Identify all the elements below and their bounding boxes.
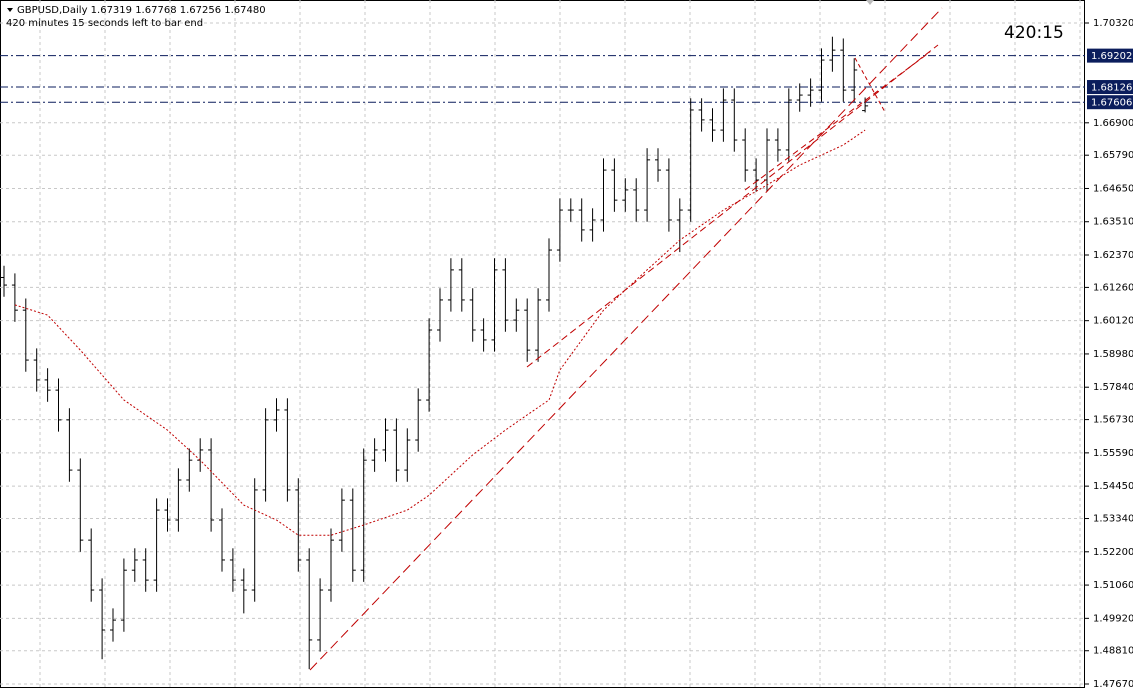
trend-line	[309, 7, 943, 671]
trend-line	[526, 44, 939, 368]
level-label-box	[1087, 48, 1133, 63]
level-label: 1.68126	[1091, 83, 1132, 94]
level-label: 1.69202	[1091, 51, 1132, 62]
y-tick-label: 1.70320	[1093, 18, 1133, 29]
y-tick-label: 1.48810	[1093, 646, 1133, 657]
y-tick-label: 1.49920	[1093, 613, 1133, 624]
trend-line	[854, 57, 886, 113]
y-tick-label: 1.58980	[1093, 349, 1133, 360]
menu-arrow	[7, 8, 13, 12]
y-tick-label: 1.66900	[1093, 118, 1133, 129]
moving-average	[14, 129, 866, 536]
level-label-box	[1087, 95, 1133, 110]
level-label: 1.67606	[1091, 98, 1132, 109]
bars	[1, 36, 869, 670]
trend-line	[744, 51, 931, 191]
chart-title: GBPUSD,Daily 1.67319 1.67768 1.67256 1.6…	[17, 5, 266, 16]
y-tick-label: 1.53340	[1093, 514, 1133, 525]
y-tick-label: 1.52200	[1093, 547, 1133, 558]
price-axis: 1.70320 1.66900 1.65790 1.64650 1.63510 1.623…	[1085, 18, 1133, 688]
plot-frame	[0, 0, 1085, 688]
y-tick-label: 1.54450	[1093, 481, 1133, 492]
y-tick-label: 1.51060	[1093, 580, 1133, 591]
y-tick-label: 1.65790	[1093, 150, 1133, 161]
y-tick-label: 1.47670	[1093, 679, 1133, 688]
shift-marker	[866, 0, 874, 5]
bar-timer-text: 420 minutes 15 seconds left to bar end	[6, 18, 203, 29]
y-tick-label: 1.55590	[1093, 448, 1133, 459]
level-label-box	[1087, 80, 1133, 95]
levels	[0, 55, 1085, 103]
y-tick-label: 1.60120	[1093, 316, 1133, 327]
bar-timer: 420:15	[1004, 23, 1064, 43]
y-tick-label: 1.63510	[1093, 217, 1133, 228]
y-tick-label: 1.62370	[1093, 250, 1133, 261]
y-tick-label: 1.64650	[1093, 183, 1133, 194]
y-tick-label: 1.61260	[1093, 282, 1133, 293]
y-tick-label: 1.56730	[1093, 415, 1133, 426]
y-tick-label: 1.57840	[1093, 382, 1133, 393]
